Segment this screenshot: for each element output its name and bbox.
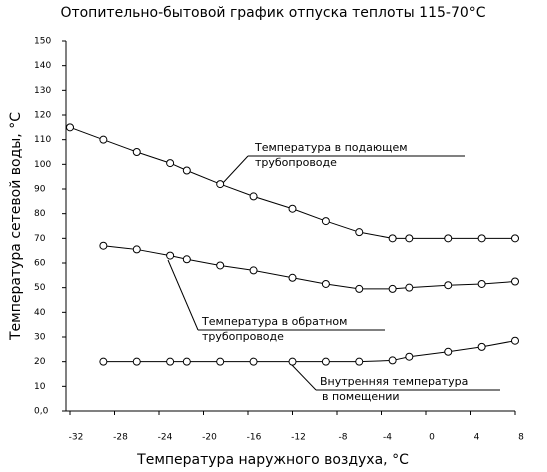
marker — [477, 234, 486, 243]
marker — [477, 342, 486, 351]
marker — [405, 283, 414, 292]
marker — [355, 284, 364, 293]
x-tick-label: -16 — [247, 433, 262, 443]
marker — [321, 357, 330, 366]
marker — [321, 279, 330, 288]
y-tick-label: 120 — [34, 111, 51, 121]
marker — [511, 234, 519, 243]
x-tick-label: -24 — [158, 433, 173, 443]
y-tick-label: 60 — [34, 259, 46, 269]
series-line — [103, 245, 516, 290]
marker — [444, 234, 453, 243]
x-tick-label: 4 — [474, 433, 480, 443]
y-tick-label: 90 — [34, 185, 46, 195]
chart-title: Отопительно-бытовой график отпуска тепло… — [60, 5, 485, 21]
annotation: Температура в обратном — [201, 315, 347, 328]
marker — [99, 357, 108, 366]
y-tick-label: 40 — [34, 308, 46, 318]
y-tick-label: 110 — [34, 135, 51, 145]
y-axis-label: Температура сетевой воды, °C — [8, 112, 24, 341]
x-tick-label: -20 — [202, 433, 217, 443]
y-tick-label: 140 — [34, 61, 51, 71]
leader — [290, 363, 317, 391]
marker — [288, 273, 297, 282]
y-tick-label: 150 — [34, 37, 51, 47]
marker — [99, 241, 108, 250]
y-tick-label: 0,0 — [34, 407, 49, 417]
y-tick-label: 80 — [34, 209, 46, 219]
marker — [132, 357, 141, 366]
marker — [388, 284, 397, 293]
leader — [167, 259, 199, 331]
marker — [405, 234, 414, 243]
marker — [182, 255, 191, 264]
marker — [249, 192, 258, 201]
marker — [355, 357, 364, 366]
x-axis-label: Температура наружного воздуха, °C — [136, 452, 409, 468]
y-tick-label: 50 — [34, 283, 46, 293]
marker — [511, 277, 519, 286]
marker — [249, 266, 258, 275]
marker — [288, 204, 297, 213]
marker — [182, 166, 191, 175]
x-tick-label: -4 — [383, 433, 392, 443]
annotation: трубопроводе — [255, 156, 337, 169]
y-tick-label: 30 — [34, 333, 46, 343]
marker — [132, 148, 141, 156]
x-tick-label: -12 — [291, 433, 306, 443]
marker — [166, 159, 175, 168]
marker — [66, 123, 74, 132]
x-tick-label: -32 — [69, 433, 84, 443]
marker — [216, 357, 225, 366]
y-tick-label: 70 — [34, 234, 46, 244]
x-tick-label: -8 — [339, 433, 348, 443]
marker — [511, 336, 519, 345]
y-tick-label: 100 — [34, 160, 51, 170]
marker — [388, 234, 397, 243]
x-tick-label: 8 — [518, 433, 524, 443]
marker — [288, 357, 297, 366]
y-tick-label: 10 — [34, 382, 46, 392]
x-tick-label: -28 — [113, 433, 128, 443]
y-tick-label: 130 — [34, 86, 51, 96]
marker — [405, 352, 414, 361]
leader — [221, 155, 249, 185]
marker — [477, 279, 486, 288]
marker — [132, 245, 141, 254]
annotation: в помещении — [322, 390, 400, 403]
marker — [166, 357, 175, 366]
marker — [321, 217, 330, 226]
marker — [249, 357, 258, 366]
annotation: Внутренняя температура — [320, 375, 468, 388]
marker — [355, 228, 364, 237]
y-tick-label: 20 — [34, 357, 46, 367]
annotation: Температура в подающем — [254, 141, 408, 154]
marker — [216, 261, 225, 270]
marker — [388, 356, 397, 365]
marker — [99, 135, 108, 144]
marker — [444, 347, 453, 356]
marker — [182, 357, 191, 366]
marker — [444, 281, 453, 290]
series-line — [103, 340, 516, 363]
marker — [166, 251, 175, 260]
marker — [216, 180, 225, 189]
annotation: трубопроводе — [202, 330, 284, 343]
x-tick-label: 0 — [429, 433, 435, 443]
